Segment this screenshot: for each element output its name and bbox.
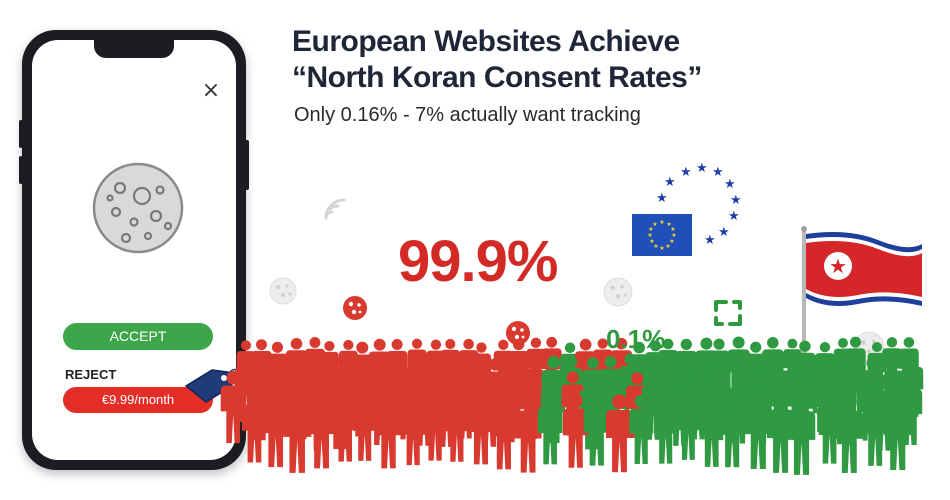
svg-text:★: ★ [829,254,847,278]
svg-text:★: ★ [704,233,716,248]
person-figure [787,395,816,475]
person-figure [220,371,246,444]
person-figure [262,390,290,468]
close-icon[interactable]: × [201,78,221,103]
person-figure [835,395,863,474]
svg-text:★: ★ [649,238,654,245]
reject-rate-stat: 99.9% [398,229,558,294]
svg-text:★: ★ [653,243,658,250]
person-figure [375,392,402,469]
headline-line-2: “North Koran Consent Rates” [292,61,702,94]
cookie-icon [343,296,367,320]
person-figure [308,390,336,469]
person-figure [883,390,912,471]
svg-text:★: ★ [666,221,671,228]
person-figure [699,394,725,467]
consent-dialog: × ACCEPT REJECT €9.99/month [32,40,236,460]
person-figure [653,395,678,464]
person-figure [490,394,517,470]
volume-button [19,120,23,148]
svg-text:★: ★ [669,238,674,245]
person-figure [862,392,888,466]
person-figure [719,393,746,468]
cookie-icon [603,277,633,307]
svg-text:★: ★ [680,165,692,180]
svg-text:★: ★ [652,221,657,228]
svg-text:★: ★ [665,243,670,250]
svg-text:★: ★ [659,219,664,226]
person-figure [332,390,358,462]
person-figure [744,389,773,469]
person-figure [629,394,654,464]
svg-text:★: ★ [656,191,668,206]
svg-text:★: ★ [671,232,676,239]
accept-button[interactable]: ACCEPT [63,323,213,350]
cookie-icon [92,162,184,254]
cookie-icon [506,321,530,345]
north-korea-flag-icon: ★ [801,226,922,366]
eu-flag-icon: ★ ★★★ ★★★★ ★★★★ [632,214,692,256]
phone-notch [94,40,174,58]
svg-text:★: ★ [659,245,664,252]
person-figure [401,396,426,466]
svg-text:★: ★ [718,225,730,240]
person-figure [583,390,610,466]
svg-text:★: ★ [670,226,675,233]
cookie-icon [269,277,297,305]
person-figure [537,393,563,465]
svg-text:★: ★ [664,175,676,190]
person-figure [444,392,469,462]
headline-line-1: European Websites Achieve [292,25,680,58]
svg-text:★: ★ [648,226,653,233]
power-button [245,140,249,190]
svg-text:★: ★ [696,161,708,176]
wifi-signal-icon [324,198,346,220]
accept-rate-stat: 0.1% [606,324,666,354]
subtitle: Only 0.16% - 7% actually want tracking [294,104,641,126]
svg-text:★: ★ [730,193,742,208]
person-figure [423,390,448,461]
person-figure [676,392,701,460]
person-figure [468,390,494,465]
reject-paid-button[interactable]: €9.99/month [63,387,213,413]
person-figure [514,395,542,473]
headline: European Websites Achieve “North Koran C… [292,24,702,96]
person-figure [352,392,377,461]
svg-text:★: ★ [647,232,652,239]
svg-text:★: ★ [728,209,740,224]
phone-mockup: × ACCEPT REJECT €9.99/month [19,30,249,470]
person-figure [766,393,795,473]
svg-text:★: ★ [724,177,736,192]
refresh-icon [714,300,742,326]
reject-label: REJECT [65,367,117,382]
eu-star-ring-icon: ★ ★ ★ ★★★ ★★★ ★ [656,161,742,248]
person-figure [283,391,312,473]
svg-text:★: ★ [712,165,724,180]
person-figure [606,394,634,473]
volume-button [19,156,23,184]
person-figure [562,393,589,468]
person-figure [241,390,267,463]
